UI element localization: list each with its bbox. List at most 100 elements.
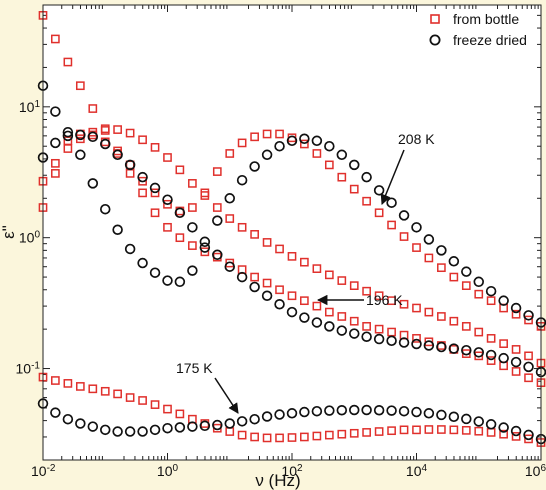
data-point-square (163, 153, 172, 162)
data-point-square (387, 426, 396, 436)
data-point-circle (361, 404, 372, 416)
data-point-square (88, 104, 98, 113)
data-point-circle (336, 325, 348, 336)
data-point-square (287, 291, 297, 301)
data-point-square (524, 373, 533, 383)
data-point-square (250, 230, 259, 239)
data-point-circle (50, 407, 61, 418)
data-point-circle (336, 149, 348, 161)
data-point-square (287, 251, 297, 261)
data-point-circle (349, 404, 360, 416)
data-point-square (449, 425, 459, 435)
data-point-square (412, 334, 421, 343)
annotations: 208 K 196 K 175 K (176, 131, 435, 414)
x-tick-label: 104 (406, 463, 428, 480)
data-point-square (188, 241, 197, 250)
data-point-square (275, 285, 284, 295)
data-point-square (262, 278, 272, 288)
data-point-circle (349, 328, 360, 339)
data-point-square (312, 431, 322, 441)
data-point-square (287, 433, 297, 442)
data-point-circle (485, 349, 497, 361)
data-point-circle (423, 234, 435, 245)
data-point-circle (473, 416, 485, 427)
data-point-circle (485, 285, 497, 297)
data-point-circle (187, 421, 198, 432)
data-point-circle (498, 295, 509, 306)
data-point-circle (523, 310, 534, 321)
data-point-circle (99, 203, 111, 215)
data-point-circle (473, 276, 485, 288)
data-point-square (175, 409, 185, 419)
data-point-square (337, 172, 347, 182)
plot-frame (42, 4, 542, 461)
data-point-square (424, 253, 434, 263)
data-point-square (486, 356, 496, 365)
data-point-square (324, 270, 334, 280)
data-point-circle (137, 171, 148, 183)
data-point-square (437, 425, 446, 434)
data-point-square (324, 160, 334, 170)
legend-circle-marker (429, 34, 441, 46)
data-point-circle (236, 271, 248, 283)
data-point-circle (236, 174, 248, 186)
data-point-square (474, 289, 484, 299)
data-point-circle (99, 138, 111, 150)
data-point-circle (324, 405, 335, 416)
data-point-circle (448, 411, 460, 423)
data-point-circle (448, 343, 460, 354)
data-point-square (524, 315, 533, 325)
data-point-square (138, 396, 147, 405)
data-point-square (499, 339, 508, 348)
data-point-square (200, 188, 210, 198)
annotation-label: 175 K (176, 360, 213, 376)
data-point-circle (162, 194, 173, 205)
data-point-square (337, 312, 347, 321)
data-point-square (200, 247, 210, 257)
data-point-circle (224, 193, 236, 204)
data-point-circle (149, 267, 161, 278)
data-point-circle (62, 130, 74, 142)
data-point-circle (274, 409, 285, 420)
data-point-square (262, 129, 272, 139)
data-point-circle (336, 404, 348, 416)
data-point-square (51, 34, 60, 44)
data-point-circle (436, 341, 447, 353)
data-point-square (212, 203, 222, 212)
data-point-square (374, 427, 384, 436)
data-point-circle (398, 210, 410, 221)
data-point-square (474, 327, 484, 337)
data-point-square (51, 376, 60, 385)
y-tick-label: 100 (19, 229, 41, 246)
data-point-square (300, 139, 309, 149)
data-point-square (212, 167, 222, 176)
data-point-square (412, 425, 421, 435)
data-point-circle (199, 420, 211, 432)
data-point-square (437, 312, 446, 321)
data-point-square (349, 316, 359, 326)
data-point-square (399, 299, 409, 309)
data-point-circle (473, 347, 485, 358)
data-point-circle (137, 257, 148, 269)
series-4-circle (37, 80, 546, 328)
x-axis-label: ν (Hz) (255, 471, 300, 490)
data-point-square (262, 238, 272, 247)
data-point-square (51, 169, 60, 178)
data-point-square (125, 128, 135, 138)
data-point-circle (498, 352, 509, 364)
data-point-circle (212, 215, 223, 226)
data-point-square (63, 57, 73, 67)
data-point-circle (324, 140, 335, 152)
data-point-circle (436, 245, 447, 256)
data-point-square (113, 125, 122, 134)
data-point-square (349, 281, 359, 290)
data-point-square (300, 257, 309, 267)
data-point-square (486, 296, 496, 306)
data-point-circle (162, 422, 173, 434)
data-point-circle (324, 321, 335, 332)
data-point-square (88, 384, 98, 394)
data-point-circle (274, 140, 285, 152)
data-point-circle (510, 425, 522, 437)
annotation-label: 208 K (398, 131, 435, 147)
data-point-circle (124, 426, 136, 437)
